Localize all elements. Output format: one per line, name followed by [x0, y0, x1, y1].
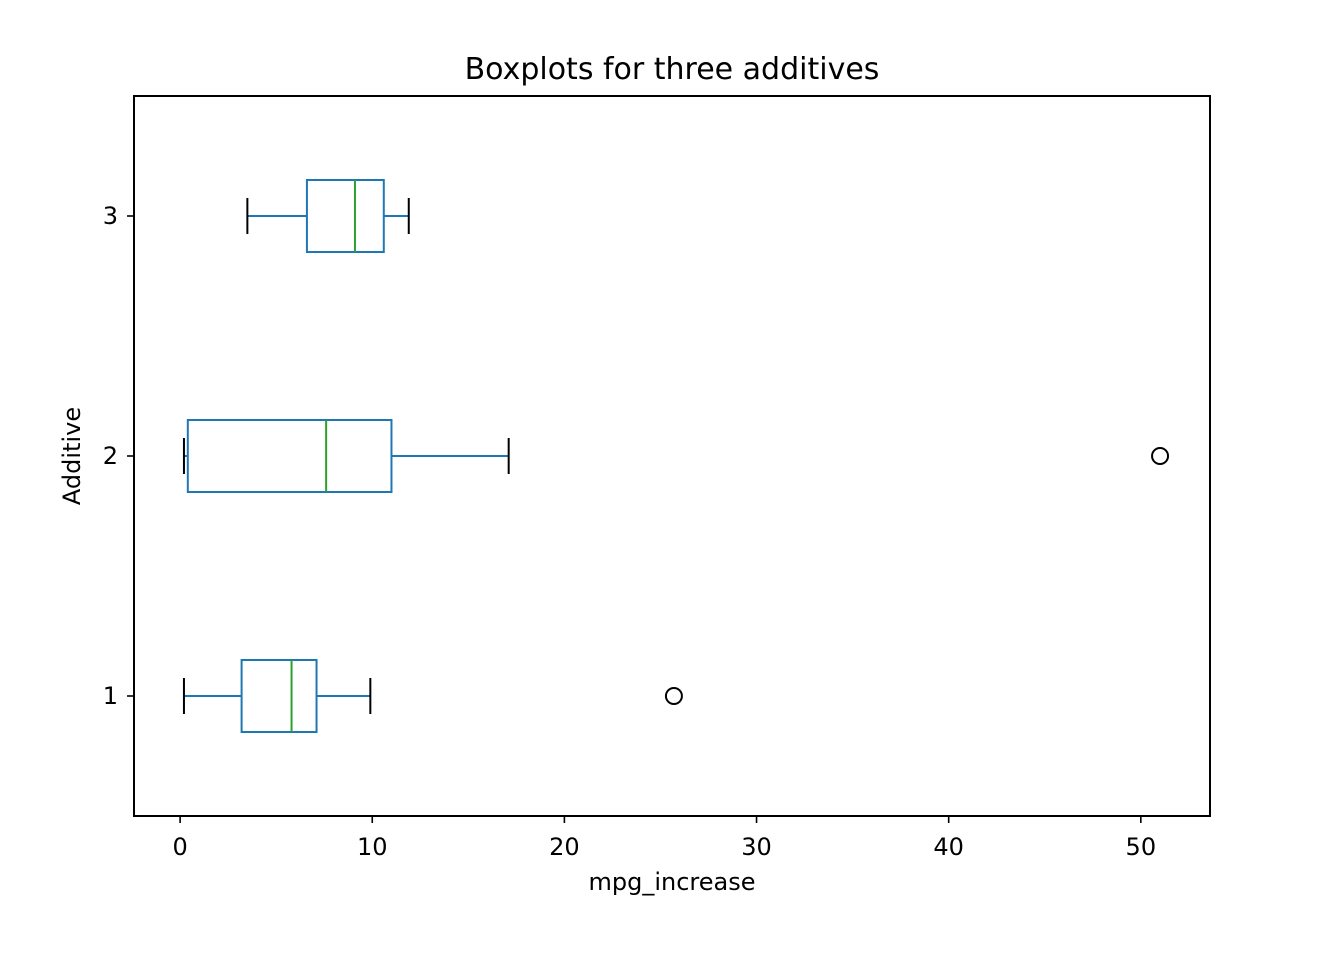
- plot-area: 0 10 20 30 40 50 1 2 3: [103, 179, 1170, 861]
- box-group-1: [182, 659, 683, 733]
- y-tick-label: 3: [103, 202, 118, 230]
- chart-title: Boxplots for three additives: [465, 52, 880, 87]
- box-iqr: [305, 179, 385, 253]
- x-tick-label: 20: [549, 833, 580, 861]
- box-iqr: [240, 659, 318, 733]
- box-group-3: [246, 179, 410, 253]
- axes-frame: [133, 95, 1211, 817]
- y-axis-label: Additive: [58, 407, 86, 505]
- x-tick-label: 10: [357, 833, 388, 861]
- outlier-point: [664, 687, 683, 705]
- x-tick-label: 0: [172, 833, 187, 861]
- y-tick-label: 1: [103, 682, 118, 710]
- box-group-2: [182, 419, 1170, 493]
- x-tick-label: 30: [741, 833, 772, 861]
- box-iqr: [186, 419, 393, 493]
- x-tick-label: 40: [933, 833, 964, 861]
- y-tick-label: 2: [103, 442, 118, 470]
- outlier-point: [1151, 447, 1170, 465]
- x-axis-label: mpg_increase: [588, 868, 755, 896]
- x-tick-label: 50: [1126, 833, 1157, 861]
